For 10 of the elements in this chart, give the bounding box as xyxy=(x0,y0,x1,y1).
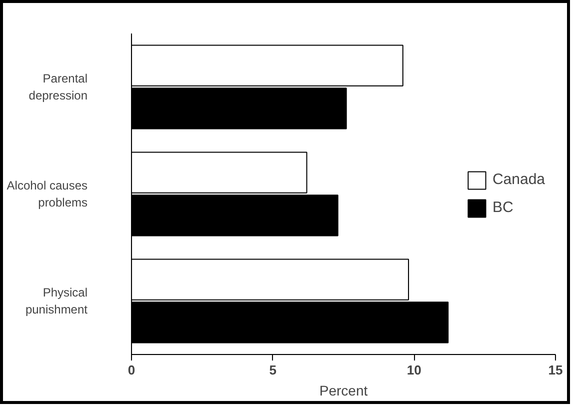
x-tick-label: 10 xyxy=(406,362,422,378)
x-axis-title: Percent xyxy=(319,382,368,398)
x-tick-label: 0 xyxy=(128,362,136,378)
y-tick-label: Physical punishment xyxy=(25,286,88,316)
y-tick-label: Parental depression xyxy=(28,72,88,102)
legend-label: Canada xyxy=(492,171,545,188)
x-tick-label: 15 xyxy=(548,362,563,378)
x-tick-label: 5 xyxy=(269,362,276,378)
legend-label: BC xyxy=(492,199,514,216)
y-tick-label: Alcohol causes problems xyxy=(6,178,88,210)
